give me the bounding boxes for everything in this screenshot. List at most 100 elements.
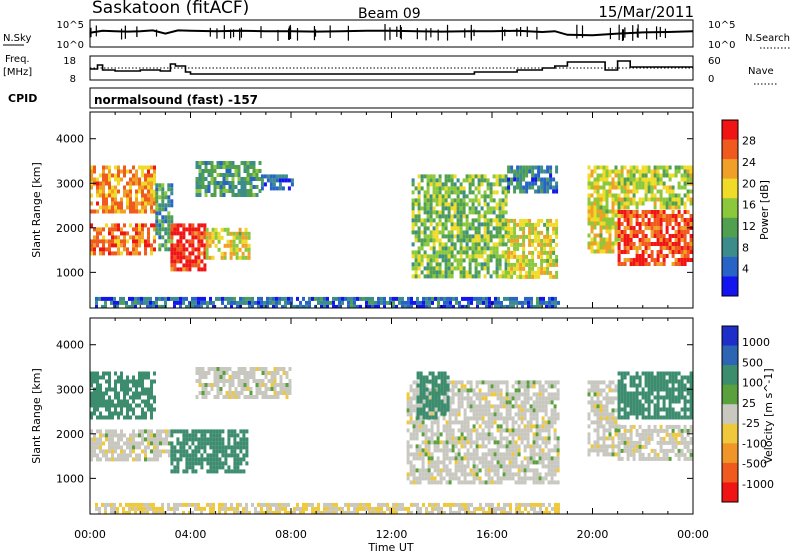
range-cell (510, 254, 514, 259)
range-cell (135, 181, 138, 186)
range-cell (93, 453, 96, 458)
range-cell (478, 408, 482, 413)
range-cell (170, 199, 174, 204)
range-cell (626, 258, 630, 262)
range-cell (504, 254, 508, 259)
range-cell (635, 234, 639, 238)
range-cell (507, 270, 511, 275)
range-cell (416, 375, 420, 380)
range-cell (486, 202, 490, 207)
y-tick-label: 2000 (56, 222, 84, 235)
range-cell (457, 408, 461, 413)
range-cell (406, 460, 410, 465)
range-cell (225, 169, 229, 173)
range-cell (234, 193, 238, 197)
range-cell (671, 242, 675, 246)
range-cell (629, 399, 633, 404)
range-cell (535, 480, 539, 485)
range-cell (659, 173, 663, 178)
range-cell (216, 185, 220, 189)
range-cell (529, 384, 533, 389)
range-cell (420, 246, 424, 251)
range-cell (215, 449, 219, 454)
range-cell (487, 428, 491, 433)
range-cell (123, 247, 126, 252)
range-cell (182, 263, 186, 268)
range-cell (406, 404, 410, 409)
range-cell (508, 404, 512, 409)
range-cell (444, 226, 448, 231)
range-cell (191, 223, 195, 228)
range-cell (492, 242, 496, 247)
range-cell (626, 371, 630, 376)
range-cell (255, 383, 259, 387)
range-cell (553, 464, 557, 469)
range-cell (517, 404, 521, 409)
range-cell (629, 197, 633, 202)
range-cell (513, 234, 517, 239)
range-cell (411, 206, 415, 211)
range-cell (605, 384, 609, 389)
range-cell (126, 247, 129, 252)
range-cell (596, 444, 600, 449)
range-cell (445, 444, 449, 449)
range-cell (498, 238, 502, 243)
range-cell (465, 250, 469, 255)
range-cell (501, 274, 505, 279)
range-cell (496, 480, 500, 485)
range-cell (611, 452, 615, 457)
range-cell (472, 448, 476, 453)
range-cell (496, 468, 500, 473)
range-cell (446, 300, 449, 305)
range-cell (216, 161, 220, 165)
range-cell (223, 227, 227, 232)
range-cell (153, 453, 156, 458)
range-cell (444, 186, 448, 191)
range-cell (629, 375, 633, 380)
range-cell (478, 380, 482, 385)
range-cell (132, 227, 135, 232)
range-cell (505, 416, 509, 421)
range-cell (409, 460, 413, 465)
range-cell (182, 231, 186, 236)
range-cell (523, 388, 527, 393)
range-cell (204, 161, 208, 165)
range-cell (462, 274, 466, 279)
range-cell (278, 182, 282, 187)
range-cell (215, 433, 219, 438)
range-cell (496, 416, 500, 421)
range-cell (480, 182, 484, 187)
range-cell (656, 222, 660, 226)
range-cell (438, 270, 442, 275)
range-cell (513, 169, 517, 174)
range-cell (477, 222, 481, 227)
range-cell (596, 428, 600, 433)
station-title: Saskatoon (fitACF) (92, 0, 249, 18)
range-cell (418, 456, 422, 461)
range-cell (483, 194, 487, 199)
noise-left-label: N.Sky (3, 33, 31, 44)
range-cell (480, 266, 484, 271)
range-cell (674, 452, 678, 457)
range-cell (158, 183, 162, 188)
range-cell (480, 194, 484, 199)
range-cell (225, 371, 229, 375)
range-cell (683, 177, 687, 182)
range-cell (458, 304, 461, 308)
range-cell (662, 210, 666, 214)
range-cell (605, 237, 609, 242)
range-cell (442, 464, 446, 469)
range-cell (528, 242, 532, 247)
range-cell (546, 238, 550, 243)
range-cell (167, 239, 171, 244)
range-cell (225, 391, 229, 395)
range-cell (485, 304, 488, 308)
range-cell (131, 300, 134, 305)
range-cell (213, 367, 217, 371)
range-cell (611, 440, 615, 445)
range-cell (114, 445, 117, 450)
range-cell (418, 416, 422, 421)
range-cell (207, 169, 211, 173)
range-cell (508, 476, 512, 481)
range-cell (120, 209, 123, 214)
